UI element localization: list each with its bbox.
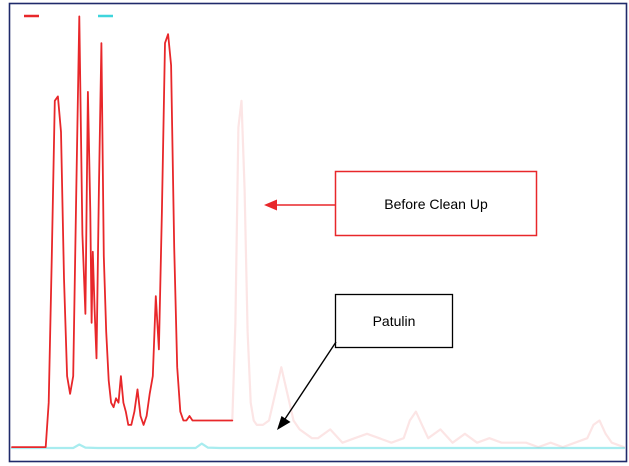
annotation-patulin: Patulin <box>277 293 454 430</box>
annotation-arrow-shaft-patulin <box>284 341 337 420</box>
series-line-0 <box>11 15 234 448</box>
annotation-arrowhead-patulin <box>277 416 291 430</box>
annotation-label-patulin: Patulin <box>373 313 416 329</box>
annotation-before-clean-up: Before Clean Up <box>264 170 538 237</box>
annotation-label-before-clean-up: Before Clean Up <box>384 196 488 212</box>
series-layer <box>10 15 626 450</box>
annotation-box-before-clean-up <box>334 170 538 237</box>
series-line-2 <box>10 442 626 450</box>
annotation-arrowhead-before-clean-up <box>264 199 277 211</box>
annotation-box-patulin <box>334 293 454 349</box>
series-line-1 <box>231 99 626 449</box>
